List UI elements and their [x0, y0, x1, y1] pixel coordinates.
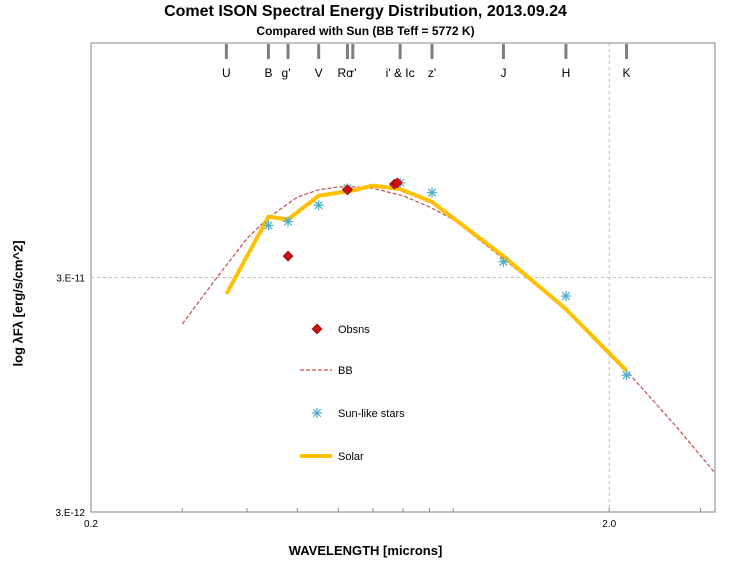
legend: Obsns BB Sun-like stars Solar: [300, 323, 405, 463]
sun-like-star-point: [426, 187, 437, 198]
legend-label: Obsns: [338, 324, 370, 336]
asterisk-stroke: [314, 201, 323, 210]
bb-curve: [181, 186, 716, 474]
legend-swatch-obsns: [311, 323, 323, 335]
solar-line: [224, 183, 628, 373]
sun-like-star-point: [313, 200, 324, 211]
legend-label: Sun-like stars: [338, 408, 405, 420]
legend-label: BB: [338, 365, 353, 377]
observation-point: [342, 184, 353, 196]
asterisk-stroke: [561, 291, 571, 301]
x-tick-label: 2.0: [602, 519, 616, 530]
band-label: H: [562, 66, 571, 80]
band-label: r': [350, 66, 356, 80]
gridlines: [91, 43, 715, 512]
asterisk-stroke: [622, 370, 631, 380]
legend-swatch-sun-like: [312, 408, 322, 418]
band-label: g': [282, 66, 291, 80]
sun-like-star-point: [621, 370, 632, 381]
asterisk-stroke: [427, 188, 437, 197]
band-label: Rc: [337, 66, 352, 80]
sun-like-star-point: [263, 220, 274, 231]
data-series: [181, 177, 716, 474]
x-axis-label: WAVELENGTH [microns]: [288, 543, 443, 558]
sun-like-star-point: [560, 291, 571, 302]
band-label: B: [264, 66, 272, 80]
chart-subtitle: Compared with Sun (BB Teff = 5772 K): [256, 24, 475, 38]
observation-point: [391, 177, 403, 189]
sun-like-star-point: [498, 256, 509, 267]
legend-label: Solar: [338, 451, 364, 463]
asterisk-stroke: [283, 217, 293, 226]
observation-point: [282, 250, 294, 262]
band-label: U: [222, 66, 231, 80]
band-label: K: [623, 66, 631, 80]
asterisk-stroke: [499, 257, 508, 266]
asterisk-stroke: [312, 408, 322, 418]
band-label: J: [500, 66, 506, 80]
sun-like-star-point: [283, 216, 294, 227]
band-label: i' & Ic: [386, 66, 415, 80]
y-tick-label: 3.E-11: [56, 274, 85, 285]
x-tick-label: 0.2: [84, 519, 98, 530]
chart-title: Comet ISON Spectral Energy Distribution,…: [164, 3, 567, 20]
band-label: V: [315, 66, 323, 80]
asterisk-stroke: [264, 221, 273, 230]
axis-ticks: 3.E-12 3.E-11 0.2 2.0: [56, 274, 701, 530]
y-tick-label: 3.E-12: [56, 508, 86, 519]
band-label: z': [428, 66, 436, 80]
